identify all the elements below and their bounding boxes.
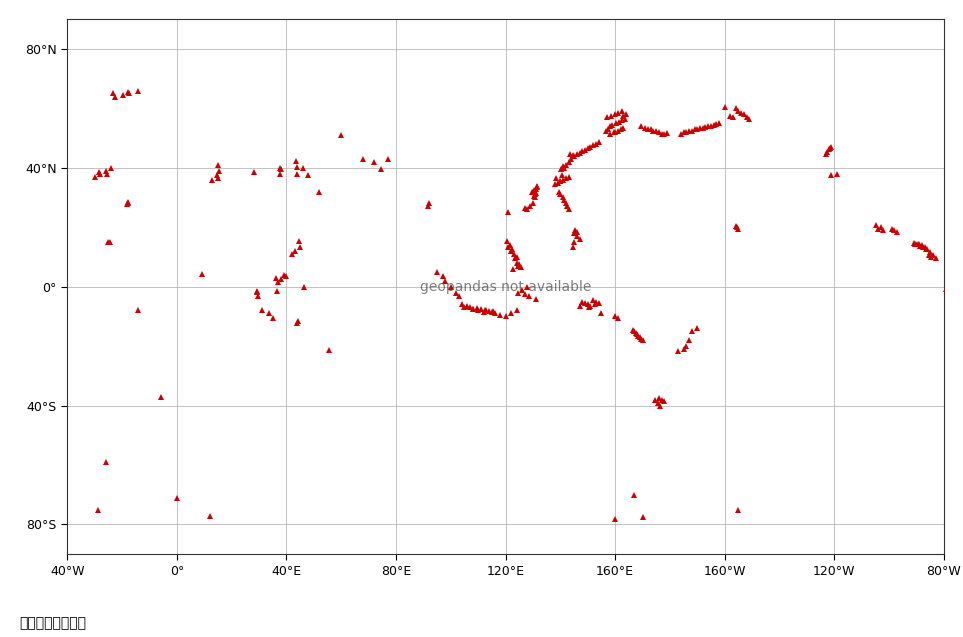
Text: 出典：気象庁資料: 出典：気象庁資料 bbox=[19, 617, 87, 631]
Text: geopandas not available: geopandas not available bbox=[420, 280, 591, 294]
